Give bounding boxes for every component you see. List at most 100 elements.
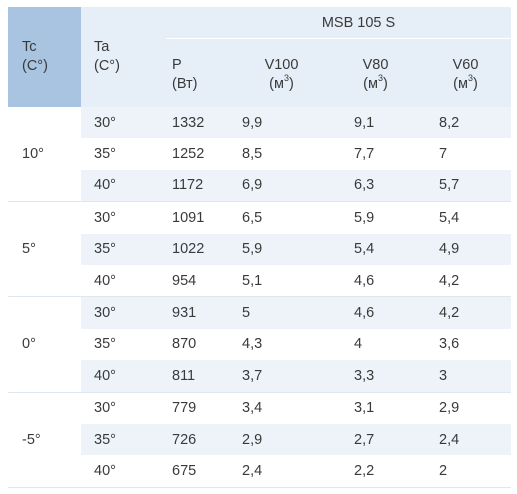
table-header: Tc (C°) Ta (C°) MSB 105 S P (Вт): [8, 7, 512, 107]
header-ta: Ta (C°): [81, 7, 166, 107]
p-cell: 1332: [166, 107, 232, 139]
tc-cell: 10°: [8, 107, 81, 203]
p-cell: 779: [172, 400, 197, 417]
v60-cell: 7: [439, 146, 448, 163]
tc-cell: 0°: [8, 296, 81, 393]
v100-cell: 5: [232, 296, 331, 329]
header-tc: Tc (C°): [8, 7, 81, 107]
v80-cell: 9,1: [331, 107, 420, 139]
header-v80-name: V80: [362, 57, 389, 73]
ta-cell: 35°: [81, 233, 166, 265]
v60-cell: 5,4: [439, 209, 460, 226]
v60-cell: 4,2: [420, 296, 512, 329]
header-v100-name: V100: [264, 57, 299, 73]
p-cell: 1022: [166, 233, 232, 265]
p-cell: 811: [166, 360, 232, 393]
header-ta-unit: (C°): [94, 58, 120, 74]
v80-cell: 5,9: [354, 209, 375, 226]
spec-table: Tc (C°) Ta (C°) MSB 105 S P (Вт): [8, 7, 512, 488]
ta-cell: 30°: [81, 296, 166, 329]
v80-cell: 4,6: [331, 296, 420, 329]
header-v80-unit: (м3): [363, 73, 388, 92]
ta-cell: 35°: [81, 423, 166, 456]
header-v60: V60 (м3): [420, 38, 512, 107]
header-p: P (Вт): [166, 38, 232, 107]
v60-cell: 2,9: [439, 400, 460, 417]
header-ta-name: Ta: [94, 39, 110, 55]
header-tc-name: Tc: [22, 39, 37, 55]
v60-cell: 5,7: [420, 169, 512, 203]
table-row: 40° 811 3,7 3,3 3: [8, 360, 512, 393]
table-body: 10° 30° 1332 9,9 9,1 8,2 35° 1252 8,5 7,…: [8, 107, 512, 488]
header-p-unit: (Вт): [172, 76, 198, 92]
model-title: MSB 105 S: [321, 14, 396, 31]
v100-cell: 2,9: [232, 423, 331, 456]
table-row: 40° 675 2,4 2,2 2: [8, 455, 512, 488]
ta-cell: 30°: [94, 209, 116, 226]
ta-cell: 35°: [94, 146, 116, 163]
v80-cell: 2,2: [331, 455, 420, 488]
ta-cell: 30°: [81, 107, 166, 139]
p-cell: 1172: [166, 169, 232, 203]
v100-cell: 5,1: [232, 264, 331, 298]
table-row: 40° 954 5,1 4,6 4,2: [8, 264, 512, 298]
v100-cell: 3,7: [232, 360, 331, 393]
p-cell: 931: [166, 296, 232, 329]
v100-cell: 5,9: [232, 233, 331, 265]
table-row: 35° 1022 5,9 5,4 4,9: [8, 233, 512, 265]
v60-cell: 2: [420, 455, 512, 488]
p-cell: 675: [166, 455, 232, 488]
table-row: 0° 30° 931 5 4,6 4,2: [8, 296, 512, 393]
p-cell: 954: [166, 264, 232, 298]
v100-cell: 8,5: [242, 146, 263, 163]
v80-cell: 7,7: [354, 146, 375, 163]
v60-cell: 3: [420, 360, 512, 393]
table-row: 35° 1252 8,5 7,7 7: [8, 138, 511, 169]
v80-cell: 5,4: [331, 233, 420, 265]
table-row: 35° 870 4,3 4 3,6: [8, 329, 511, 360]
header-v60-unit: (м3): [453, 73, 478, 92]
v80-cell: 3,3: [331, 360, 420, 393]
spec-table-container: Tc (C°) Ta (C°) MSB 105 S P (Вт): [8, 7, 512, 488]
ta-cell: 40°: [81, 455, 166, 488]
p-cell: 870: [172, 336, 197, 353]
v80-cell: 4: [354, 336, 363, 353]
table-row: 40° 1172 6,9 6,3 5,7: [8, 169, 512, 203]
ta-cell: 40°: [81, 360, 166, 393]
tc-cell: 5°: [8, 201, 81, 298]
v80-cell: 2,7: [331, 423, 420, 456]
header-v100-unit: (м3): [269, 73, 294, 92]
p-cell: 726: [166, 423, 232, 456]
v100-cell: 9,9: [232, 107, 331, 139]
table-row: -5° 30° 779 3,4 3,1 2,9: [8, 392, 511, 488]
v60-cell: 4,9: [420, 233, 512, 265]
table-row: 35° 726 2,9 2,7 2,4: [8, 423, 512, 456]
ta-cell: 35°: [94, 336, 116, 353]
table-row: 5° 30° 1091 6,5 5,9 5,4: [8, 201, 511, 298]
v60-cell: 3,6: [439, 336, 460, 353]
ta-cell: 30°: [94, 400, 116, 417]
v100-cell: 6,9: [232, 169, 331, 203]
p-cell: 1252: [172, 146, 205, 163]
header-model-group: MSB 105 S: [166, 7, 512, 39]
header-v80: V80 (м3): [331, 38, 420, 107]
v100-cell: 3,4: [242, 400, 263, 417]
v80-cell: 6,3: [331, 169, 420, 203]
header-v60-name: V60: [452, 57, 479, 73]
v100-cell: 6,5: [242, 209, 263, 226]
ta-cell: 40°: [81, 264, 166, 298]
header-tc-unit: (C°): [22, 58, 48, 74]
v80-cell: 4,6: [331, 264, 420, 298]
ta-cell: 40°: [81, 169, 166, 203]
v100-cell: 4,3: [242, 336, 263, 353]
v60-cell: 2,4: [420, 423, 512, 456]
table-row: 10° 30° 1332 9,9 9,1 8,2: [8, 107, 512, 203]
v100-cell: 2,4: [232, 455, 331, 488]
header-v100: V100 (м3): [232, 38, 331, 107]
v80-cell: 3,1: [354, 400, 375, 417]
header-p-name: P: [172, 57, 182, 73]
v60-cell: 4,2: [420, 264, 512, 298]
p-cell: 1091: [172, 209, 205, 226]
v60-cell: 8,2: [420, 107, 512, 139]
tc-cell: -5°: [8, 392, 81, 488]
